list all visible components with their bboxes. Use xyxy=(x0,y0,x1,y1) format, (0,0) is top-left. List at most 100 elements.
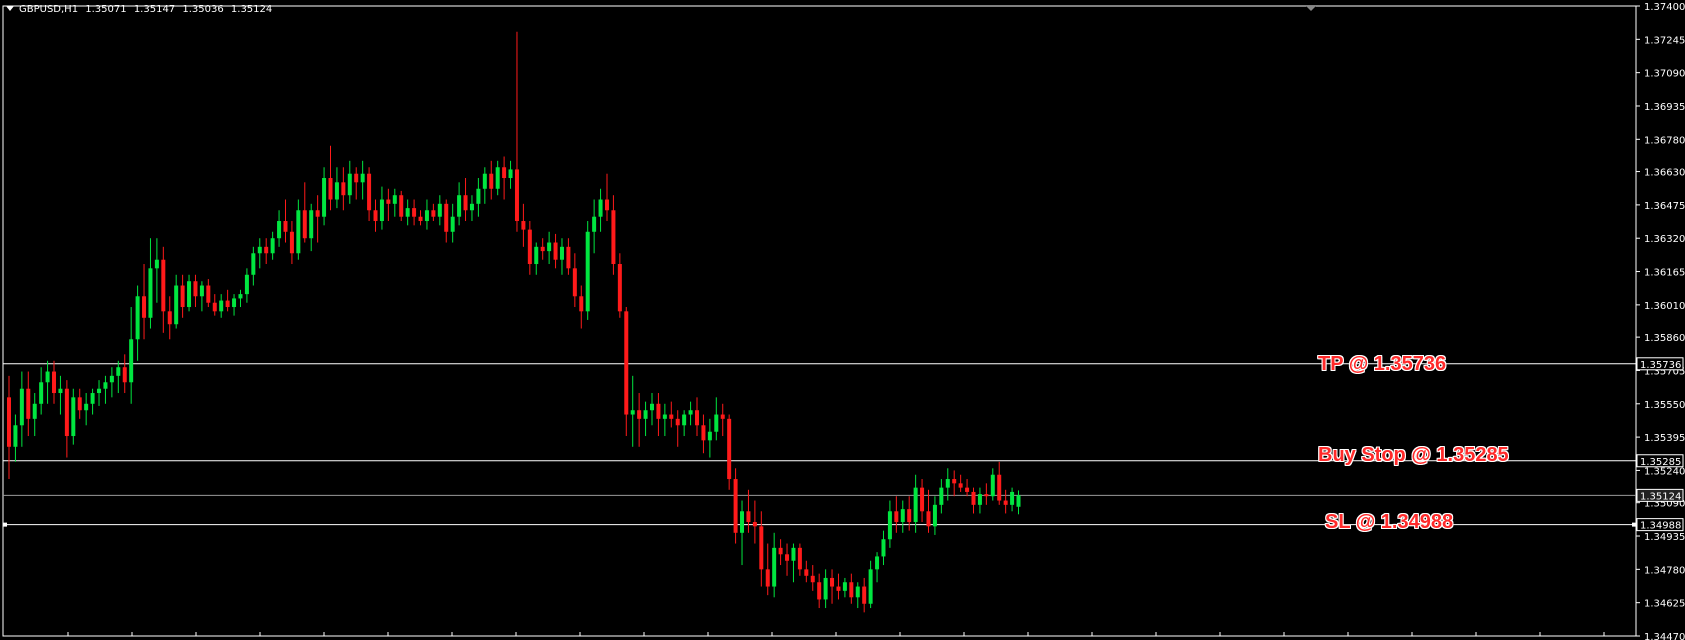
candle-body xyxy=(90,393,95,404)
candle-body xyxy=(315,210,320,217)
candle-body xyxy=(894,511,899,523)
candle-body xyxy=(862,586,867,604)
candle-body xyxy=(643,410,648,419)
candle-body xyxy=(746,511,751,523)
y-tick-label: 1.37090 xyxy=(1644,69,1685,80)
candle-body xyxy=(650,403,654,411)
candle-body xyxy=(785,554,790,561)
candle-body xyxy=(424,210,429,222)
y-tick-label: 1.36010 xyxy=(1644,301,1685,312)
y-tick-label: 1.35705 xyxy=(1644,366,1685,377)
candle-body xyxy=(778,547,783,555)
candle-body xyxy=(887,511,892,540)
candle-body xyxy=(135,296,140,340)
y-tick-label: 1.36165 xyxy=(1644,268,1685,279)
candle-body xyxy=(360,173,365,183)
candle-body xyxy=(547,242,552,252)
y-tick-label: 1.34780 xyxy=(1644,565,1685,576)
candle-body xyxy=(97,388,102,394)
candle-body xyxy=(392,195,397,204)
level-price-box xyxy=(1636,357,1684,371)
candle-body xyxy=(476,188,481,204)
y-tick-label: 1.36780 xyxy=(1644,135,1685,146)
candle-body xyxy=(347,173,352,196)
candle-body xyxy=(817,582,822,600)
y-tick-label: 1.34935 xyxy=(1644,532,1685,543)
candle-body xyxy=(482,173,487,189)
candle-body xyxy=(109,375,114,383)
candle-body xyxy=(540,246,545,252)
candle-body xyxy=(534,246,539,265)
y-tick-label: 1.35090 xyxy=(1644,499,1685,510)
candle-body xyxy=(7,397,11,447)
candle-body xyxy=(193,281,198,297)
candle-body xyxy=(386,199,391,204)
candle-body xyxy=(502,167,507,179)
y-tick-label: 1.36630 xyxy=(1644,168,1685,179)
candle-body xyxy=(39,382,44,404)
candle-body xyxy=(913,487,918,523)
candle-body xyxy=(405,208,410,217)
low-value: 1.35036 xyxy=(182,4,224,15)
candle-body xyxy=(521,221,526,230)
tp-annotation: TP @ 1.35736 xyxy=(1318,353,1447,375)
candle-body xyxy=(219,300,224,312)
candle-body xyxy=(367,173,372,211)
candle-body xyxy=(212,302,217,312)
level-price-label: 1.34988 xyxy=(1640,521,1681,532)
candle-body xyxy=(450,216,455,232)
candle-body xyxy=(604,199,609,211)
chart-header: GBPUSD,H1 1.35071 1.35147 1.35036 1.3512… xyxy=(6,4,276,15)
candle-body xyxy=(122,367,127,383)
candle-body xyxy=(84,403,89,411)
candle-body xyxy=(45,371,50,383)
level-price-box xyxy=(1636,454,1684,468)
collapse-triangle-icon[interactable] xyxy=(6,5,14,11)
level-price-box xyxy=(1636,518,1684,532)
candle-body xyxy=(373,210,378,222)
y-tick-label: 1.37400 xyxy=(1644,2,1685,13)
candle-body xyxy=(797,547,802,570)
candle-body xyxy=(707,431,712,441)
candle-body xyxy=(695,410,700,426)
candle-body xyxy=(26,388,31,419)
candle-body xyxy=(990,474,995,497)
candle-body xyxy=(457,195,462,217)
candle-body xyxy=(772,547,777,587)
y-tick-label: 1.35550 xyxy=(1644,400,1685,411)
candle-body xyxy=(444,203,449,232)
candle-body xyxy=(830,577,835,587)
candle-body xyxy=(64,388,69,437)
open-value: 1.35071 xyxy=(85,4,127,15)
candle-body xyxy=(675,418,680,426)
candle-body xyxy=(302,210,307,239)
candle-body xyxy=(907,509,912,523)
candle-body xyxy=(849,582,854,598)
candle-body xyxy=(129,339,134,383)
candle-body xyxy=(1010,491,1015,505)
candle-body xyxy=(206,285,211,303)
candle-body xyxy=(559,246,564,260)
sl-handle-right-icon xyxy=(1632,522,1636,527)
candle-body xyxy=(920,487,925,512)
y-tick-label: 1.36475 xyxy=(1644,201,1685,212)
candle-body xyxy=(289,231,294,254)
candle-body xyxy=(1016,495,1021,507)
candle-body xyxy=(13,425,18,447)
level-price-box xyxy=(1636,488,1684,502)
candle-body xyxy=(187,281,192,308)
candle-body xyxy=(984,494,989,497)
candle-body xyxy=(958,483,963,488)
candle-body xyxy=(900,509,905,523)
candle-body xyxy=(244,274,249,295)
candle-body xyxy=(752,522,757,527)
candle-body xyxy=(875,556,880,570)
candle-body xyxy=(926,511,931,527)
plot-frame xyxy=(2,5,1637,637)
candle-body xyxy=(264,246,269,254)
candle-body xyxy=(952,479,957,484)
candle-body xyxy=(637,410,642,419)
candle-body xyxy=(592,216,597,232)
